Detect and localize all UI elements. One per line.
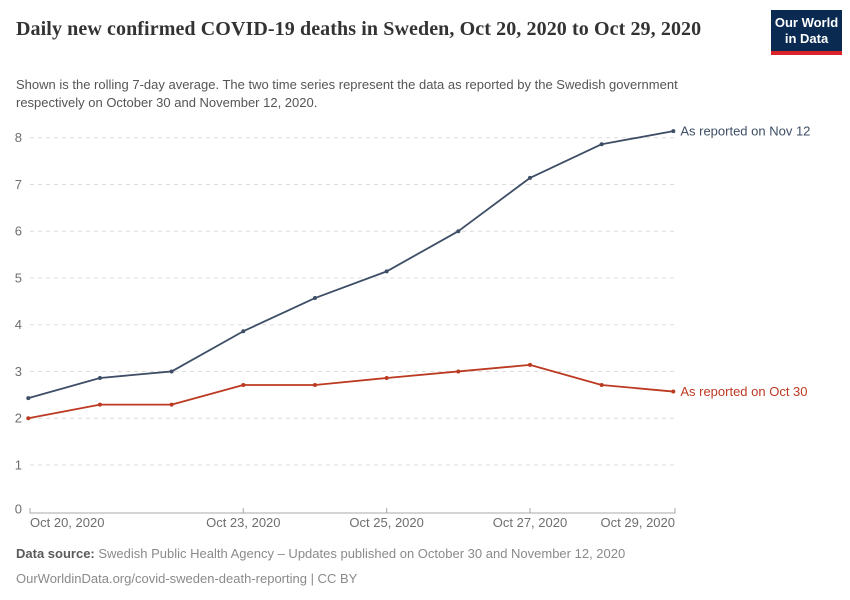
x-tick-label: Oct 27, 2020 [493, 515, 567, 530]
y-tick-label: 4 [15, 317, 22, 332]
y-tick-label: 1 [15, 457, 22, 472]
x-tick-label: Oct 25, 2020 [349, 515, 423, 530]
data-point-marker[interactable] [456, 369, 461, 374]
data-point-marker[interactable] [384, 375, 389, 380]
page-subtitle: Shown is the rolling 7-day average. The … [16, 77, 678, 110]
data-point-marker[interactable] [97, 402, 102, 407]
data-point-marker[interactable] [312, 383, 317, 388]
x-tick-label: Oct 23, 2020 [206, 515, 280, 530]
data-point-marker[interactable] [599, 383, 604, 388]
data-source-text: Swedish Public Health Agency – Updates p… [98, 546, 626, 561]
footer-link[interactable]: OurWorldinData.org/covid-sweden-death-re… [16, 571, 358, 586]
logo-line-2: in Data [784, 31, 829, 46]
y-tick-label: 6 [15, 224, 22, 239]
data-point-marker[interactable] [169, 402, 174, 407]
data-point-marker[interactable] [599, 142, 604, 147]
data-source-label: Data source: [16, 546, 95, 561]
y-tick-label: 0 [15, 502, 22, 517]
data-point-marker[interactable] [456, 229, 461, 234]
data-point-marker[interactable] [241, 329, 246, 334]
data-point-marker[interactable] [26, 396, 31, 401]
data-point-marker[interactable] [97, 375, 102, 380]
data-point-marker[interactable] [241, 383, 246, 388]
data-point-marker[interactable] [671, 389, 676, 394]
data-source-line: Data source: Swedish Public Health Agenc… [16, 546, 625, 561]
owid-logo[interactable]: Our World in Data [771, 10, 842, 55]
data-point-marker[interactable] [527, 175, 532, 180]
series-line-2[interactable] [28, 364, 674, 420]
y-tick-label: 8 [15, 130, 22, 145]
data-point-marker[interactable] [527, 362, 532, 367]
series-end-label: As reported on Nov 12 [680, 124, 810, 139]
logo-line-1: Our World [774, 15, 839, 30]
series-line-1[interactable] [28, 130, 674, 399]
y-tick-label: 2 [15, 411, 22, 426]
page-title: Daily new confirmed COVID-19 deaths in S… [16, 18, 702, 40]
y-tick-label: 3 [15, 364, 22, 379]
data-point-marker[interactable] [26, 416, 31, 421]
data-point-marker[interactable] [312, 296, 317, 301]
x-tick-label: Oct 20, 2020 [30, 515, 104, 530]
x-tick-label: Oct 29, 2020 [601, 515, 675, 530]
series-end-label: As reported on Oct 30 [680, 384, 807, 399]
data-point-marker[interactable] [384, 269, 389, 274]
data-point-marker[interactable] [671, 129, 676, 134]
data-point-marker[interactable] [169, 369, 174, 374]
y-tick-label: 5 [15, 270, 22, 285]
y-tick-label: 7 [15, 177, 22, 192]
